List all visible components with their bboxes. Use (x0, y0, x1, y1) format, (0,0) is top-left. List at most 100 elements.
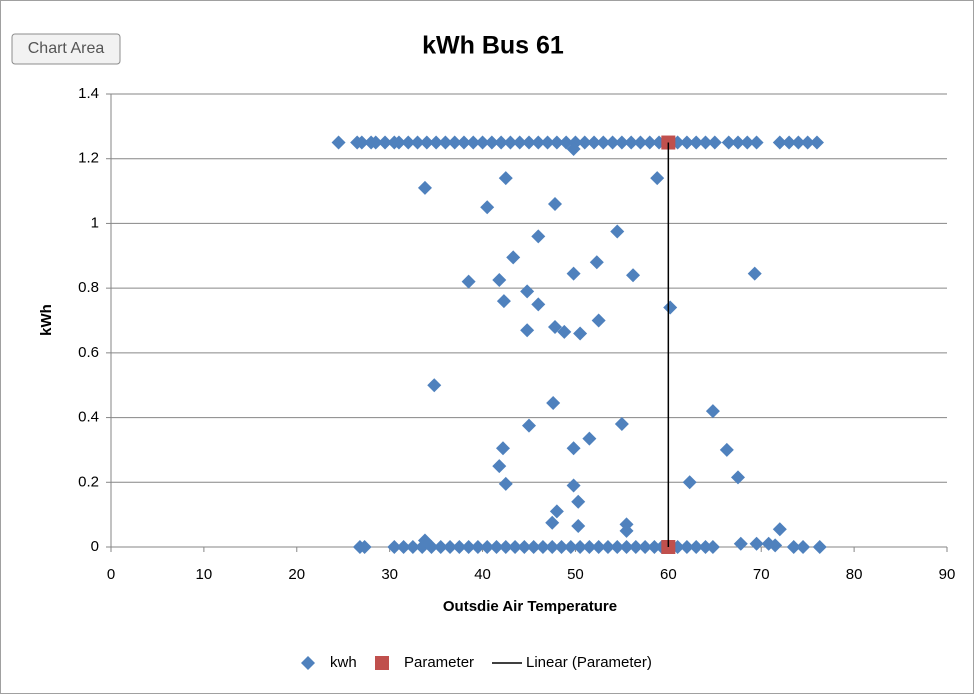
point (582, 540, 597, 554)
point (522, 135, 536, 150)
point (368, 135, 383, 150)
point (498, 540, 513, 554)
point (610, 540, 625, 554)
tooltip-box (11, 33, 121, 65)
point (782, 135, 797, 150)
point (378, 135, 393, 150)
y-axis-title: kWh (38, 304, 55, 336)
x-tick-label: 80 (846, 566, 863, 583)
y-tick-label: 0 (91, 538, 99, 555)
point (733, 536, 748, 551)
point (557, 324, 572, 339)
point (554, 540, 569, 554)
point (495, 441, 510, 456)
point (610, 224, 625, 239)
x-tick-label: 70 (753, 566, 770, 583)
point (405, 540, 420, 554)
point (492, 273, 507, 288)
point (357, 540, 372, 554)
point (433, 540, 448, 554)
point (650, 171, 665, 186)
point (475, 135, 490, 150)
point (438, 135, 453, 150)
point (749, 536, 764, 551)
point (624, 135, 639, 150)
point (512, 135, 527, 150)
point (531, 135, 546, 150)
point (548, 319, 563, 334)
point (719, 442, 734, 457)
point (663, 300, 678, 315)
point (419, 135, 434, 150)
point (531, 229, 546, 244)
x-tick-label: 40 (474, 566, 491, 583)
point (619, 523, 634, 538)
point (796, 540, 811, 554)
point (582, 431, 597, 446)
point (354, 135, 369, 150)
point (496, 294, 511, 309)
point (461, 540, 476, 554)
point (447, 135, 462, 150)
point (605, 135, 620, 150)
point (480, 540, 495, 554)
tooltip: Chart Area (28, 40, 105, 57)
x-tick-label: 30 (381, 566, 398, 583)
point (549, 504, 564, 519)
point (772, 135, 787, 150)
point (548, 197, 563, 212)
point (466, 135, 481, 150)
point (786, 540, 801, 554)
point (721, 135, 736, 150)
point (772, 522, 787, 537)
point (812, 540, 827, 554)
point (740, 135, 755, 150)
point (417, 180, 432, 195)
point (679, 135, 694, 150)
point (517, 540, 532, 554)
point (682, 475, 697, 490)
point (396, 540, 411, 554)
point (443, 540, 458, 554)
point (492, 459, 507, 474)
y-tick-label: 1 (91, 214, 99, 231)
point (587, 135, 602, 150)
point (484, 135, 499, 150)
point (689, 540, 704, 554)
point (749, 135, 764, 150)
point (573, 326, 588, 341)
point (791, 135, 806, 150)
x-tick-label: 10 (196, 566, 213, 583)
point (591, 313, 606, 328)
point (614, 135, 629, 150)
point (800, 135, 815, 150)
y-tick-label: 1.4 (78, 85, 99, 102)
point (809, 135, 824, 150)
legend-swatch (301, 656, 315, 670)
point (410, 135, 425, 150)
point (566, 441, 581, 456)
legend-label: Parameter (404, 654, 474, 671)
point (520, 323, 535, 338)
legend-label: kwh (330, 654, 357, 671)
point (494, 135, 509, 150)
point (531, 297, 546, 312)
point (508, 540, 523, 554)
point (647, 540, 662, 554)
point (498, 476, 513, 491)
point (698, 540, 713, 554)
point (614, 417, 629, 432)
point (689, 135, 704, 150)
point (452, 540, 467, 554)
point (747, 266, 762, 281)
x-tick-label: 50 (567, 566, 584, 583)
point (535, 540, 550, 554)
y-tick-label: 0.2 (78, 473, 99, 490)
point (619, 540, 634, 554)
point (591, 540, 606, 554)
point (633, 135, 648, 150)
point (573, 540, 588, 554)
point (498, 171, 513, 186)
point (429, 135, 444, 150)
point (566, 266, 581, 281)
